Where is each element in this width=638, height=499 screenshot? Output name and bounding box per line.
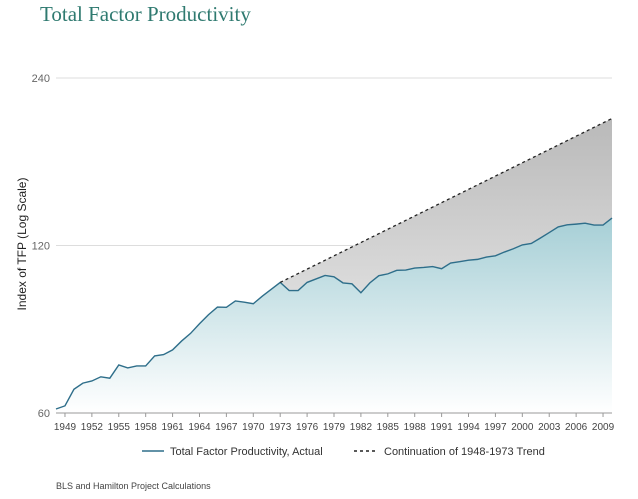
legend: Total Factor Productivity, Actual Continu… bbox=[142, 446, 545, 458]
x-tick-label: 1973 bbox=[269, 422, 292, 433]
x-tick-label: 1961 bbox=[161, 422, 184, 433]
y-axis-label: Index of TFP (Log Scale) bbox=[15, 178, 29, 311]
x-tick-label: 2006 bbox=[565, 422, 588, 433]
plot-areas bbox=[56, 118, 612, 413]
legend-label-trend: Continuation of 1948-1973 Trend bbox=[384, 446, 545, 458]
chart-title: Total Factor Productivity bbox=[40, 2, 251, 26]
x-tick-label: 1967 bbox=[215, 422, 238, 433]
axes: 60 120 240 1949 1952 1955 1958 1961 1964 1967 1970… bbox=[32, 73, 615, 433]
x-tick-label: 1979 bbox=[323, 422, 346, 433]
x-tick-label: 1991 bbox=[430, 422, 453, 433]
x-tick-label: 2009 bbox=[592, 422, 615, 433]
y-tick-label: 60 bbox=[38, 408, 50, 420]
x-tick-label: 1958 bbox=[135, 422, 158, 433]
x-tick-label: 1976 bbox=[296, 422, 319, 433]
y-tick-label: 240 bbox=[32, 73, 50, 85]
y-tick-label: 120 bbox=[32, 241, 50, 253]
x-tick-label: 1955 bbox=[108, 422, 131, 433]
x-tick-label: 1985 bbox=[377, 422, 400, 433]
x-tick-label: 1982 bbox=[350, 422, 373, 433]
x-tick-label: 1949 bbox=[54, 422, 77, 433]
series-lines bbox=[55, 117, 613, 410]
x-tick-label: 1964 bbox=[188, 422, 211, 433]
x-tick-label: 1952 bbox=[81, 422, 104, 433]
x-tick-label: 1988 bbox=[404, 422, 427, 433]
source-note: BLS and Hamilton Project Calculations bbox=[56, 481, 211, 491]
actual-series-line bbox=[55, 217, 613, 410]
x-tick-label: 1970 bbox=[242, 422, 265, 433]
x-tick-label: 2003 bbox=[538, 422, 561, 433]
trend-series-line bbox=[279, 117, 613, 283]
x-tick-label: 1997 bbox=[484, 422, 507, 433]
trend-gap-area bbox=[280, 118, 612, 293]
x-tick-label: 1994 bbox=[457, 422, 480, 433]
x-tick-label: 2000 bbox=[511, 422, 534, 433]
actual-area-fill bbox=[56, 218, 612, 413]
legend-label-actual: Total Factor Productivity, Actual bbox=[170, 446, 323, 458]
